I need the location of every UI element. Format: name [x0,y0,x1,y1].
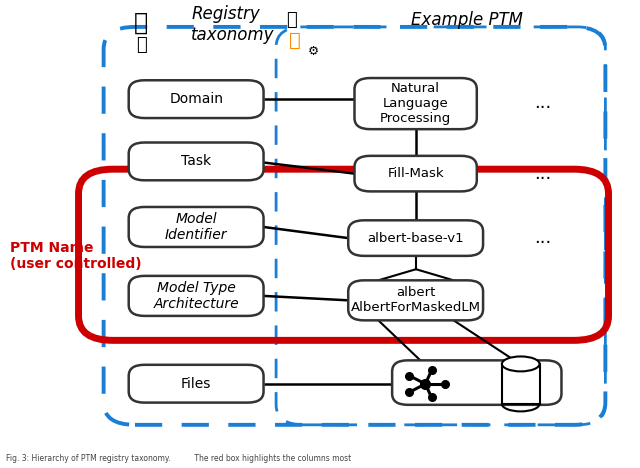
Text: 🔷: 🔷 [287,11,297,29]
Text: ...: ... [534,229,551,247]
Ellipse shape [502,357,540,372]
FancyBboxPatch shape [348,280,483,320]
Text: Fig. 3: Hierarchy of PTM registry taxonomy.          The red box highlights the : Fig. 3: Hierarchy of PTM registry taxono… [6,453,351,463]
Text: 🔺: 🔺 [289,31,301,50]
FancyBboxPatch shape [129,207,264,247]
Text: ⚙: ⚙ [308,45,319,58]
Text: 🤗: 🤗 [134,10,148,35]
Text: Domain: Domain [169,92,223,106]
Text: albert
AlbertForMaskedLM: albert AlbertForMaskedLM [351,286,481,314]
Text: ...: ... [534,165,551,183]
Text: Fill-Mask: Fill-Mask [387,167,444,180]
Text: albert-base-v1: albert-base-v1 [367,232,464,245]
Text: Registry
taxonomy: Registry taxonomy [191,5,275,44]
Text: 🔄: 🔄 [136,36,147,54]
Text: ...: ... [534,95,551,112]
Text: Model Type
Architecture: Model Type Architecture [154,281,239,311]
Text: Files: Files [181,377,211,391]
FancyBboxPatch shape [355,156,477,191]
FancyBboxPatch shape [129,142,264,180]
Text: Task: Task [181,154,211,168]
Text: Example PTM: Example PTM [412,11,524,29]
Text: Natural
Language
Processing: Natural Language Processing [380,82,451,125]
FancyBboxPatch shape [355,78,477,129]
FancyBboxPatch shape [392,360,561,405]
Bar [502,364,540,404]
FancyBboxPatch shape [129,276,264,316]
Text: PTM Name
(user controlled): PTM Name (user controlled) [10,241,141,271]
FancyBboxPatch shape [348,220,483,256]
Text: Model
Identifier: Model Identifier [165,212,227,242]
FancyBboxPatch shape [129,365,264,402]
FancyBboxPatch shape [129,80,264,118]
